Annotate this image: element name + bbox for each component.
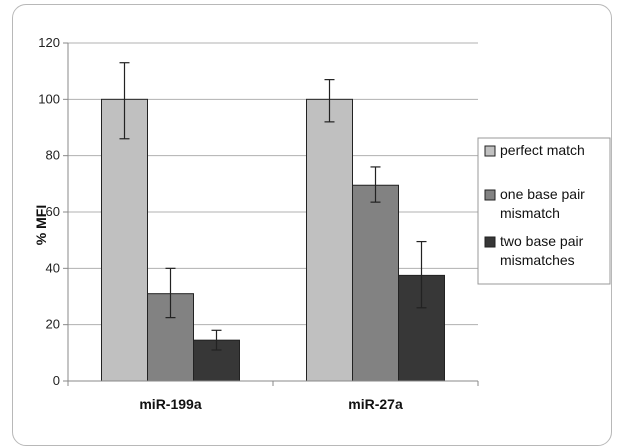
bar: [101, 98, 148, 382]
x-category-label: miR-27a: [348, 396, 403, 412]
legend-label: perfect match: [500, 142, 585, 158]
x-category-label: miR-199a: [139, 396, 201, 412]
y-tick-label: 0: [53, 373, 60, 388]
legend-box: [477, 137, 611, 285]
y-tick-label: 120: [38, 35, 60, 50]
y-tick-label: 60: [46, 204, 60, 219]
bars: [101, 98, 445, 382]
y-axis-title: % MFI: [33, 205, 49, 245]
legend-label: two base pair: [500, 233, 584, 249]
y-tick-label: 100: [38, 91, 60, 106]
y-tick-label: 40: [46, 260, 60, 275]
legend-label: one base pair: [500, 186, 585, 202]
y-tick-label: 80: [46, 148, 60, 163]
y-axis-ticks: 0 20 40 60 80 100 120: [38, 35, 68, 388]
bar: [352, 184, 399, 382]
legend-label: mismatch: [500, 205, 560, 221]
error-bars: [119, 62, 427, 351]
bar: [306, 98, 353, 382]
legend-swatch: [484, 145, 496, 157]
legend-label: mismatches: [500, 252, 575, 268]
legend: perfect match one base pair mismatch two ba…: [477, 137, 611, 285]
y-tick-label: 20: [46, 317, 60, 332]
legend-swatch: [484, 189, 496, 201]
bar-chart: 0 20 40 60 80 100 120 miR-199a miR-27a % MFI pe…: [33, 35, 611, 412]
x-axis-categories: miR-199a miR-27a: [67, 381, 479, 412]
legend-swatch: [484, 236, 496, 248]
